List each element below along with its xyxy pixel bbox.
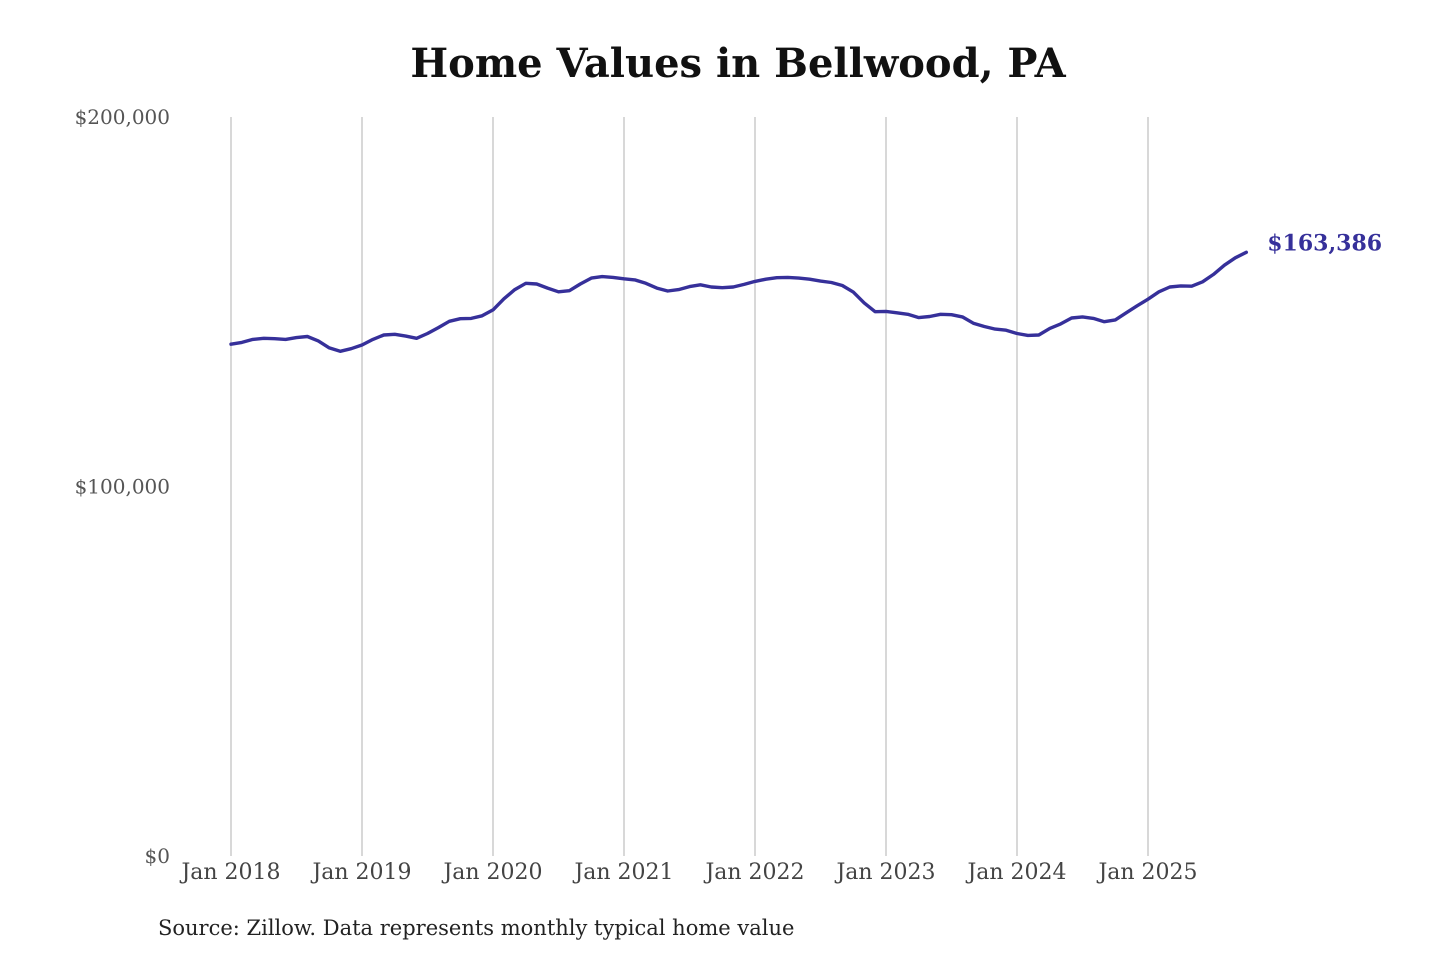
x-tick-label: Jan 2021 <box>572 860 673 885</box>
x-tick-label: Jan 2024 <box>965 860 1066 885</box>
x-tick-label: Jan 2023 <box>834 860 935 885</box>
x-tick-label: Jan 2025 <box>1096 860 1197 885</box>
x-tick-label: Jan 2022 <box>703 860 804 885</box>
x-axis-ticks: Jan 2018 Jan 2019 Jan 2020 Jan 2021 Jan 2022… <box>179 860 1197 885</box>
x-tick-label: Jan 2020 <box>441 860 542 885</box>
y-tick-label: $0 <box>145 844 170 868</box>
y-tick-label: $200,000 <box>75 105 170 129</box>
series-end-value-label: $163,386 <box>1267 230 1382 256</box>
y-tick-label: $100,000 <box>75 475 170 499</box>
y-axis-ticks: $200,000 $100,000 $0 <box>75 105 170 868</box>
x-tick-label: Jan 2018 <box>179 860 280 885</box>
chart-title: Home Values in Bellwood, PA <box>410 40 1066 87</box>
series-group: $163,386 <box>229 230 1382 353</box>
gridlines <box>230 117 1149 856</box>
source-note: Source: Zillow. Data represents monthly … <box>158 916 795 940</box>
series-line <box>229 250 1248 353</box>
x-tick-label: Jan 2019 <box>310 860 411 885</box>
